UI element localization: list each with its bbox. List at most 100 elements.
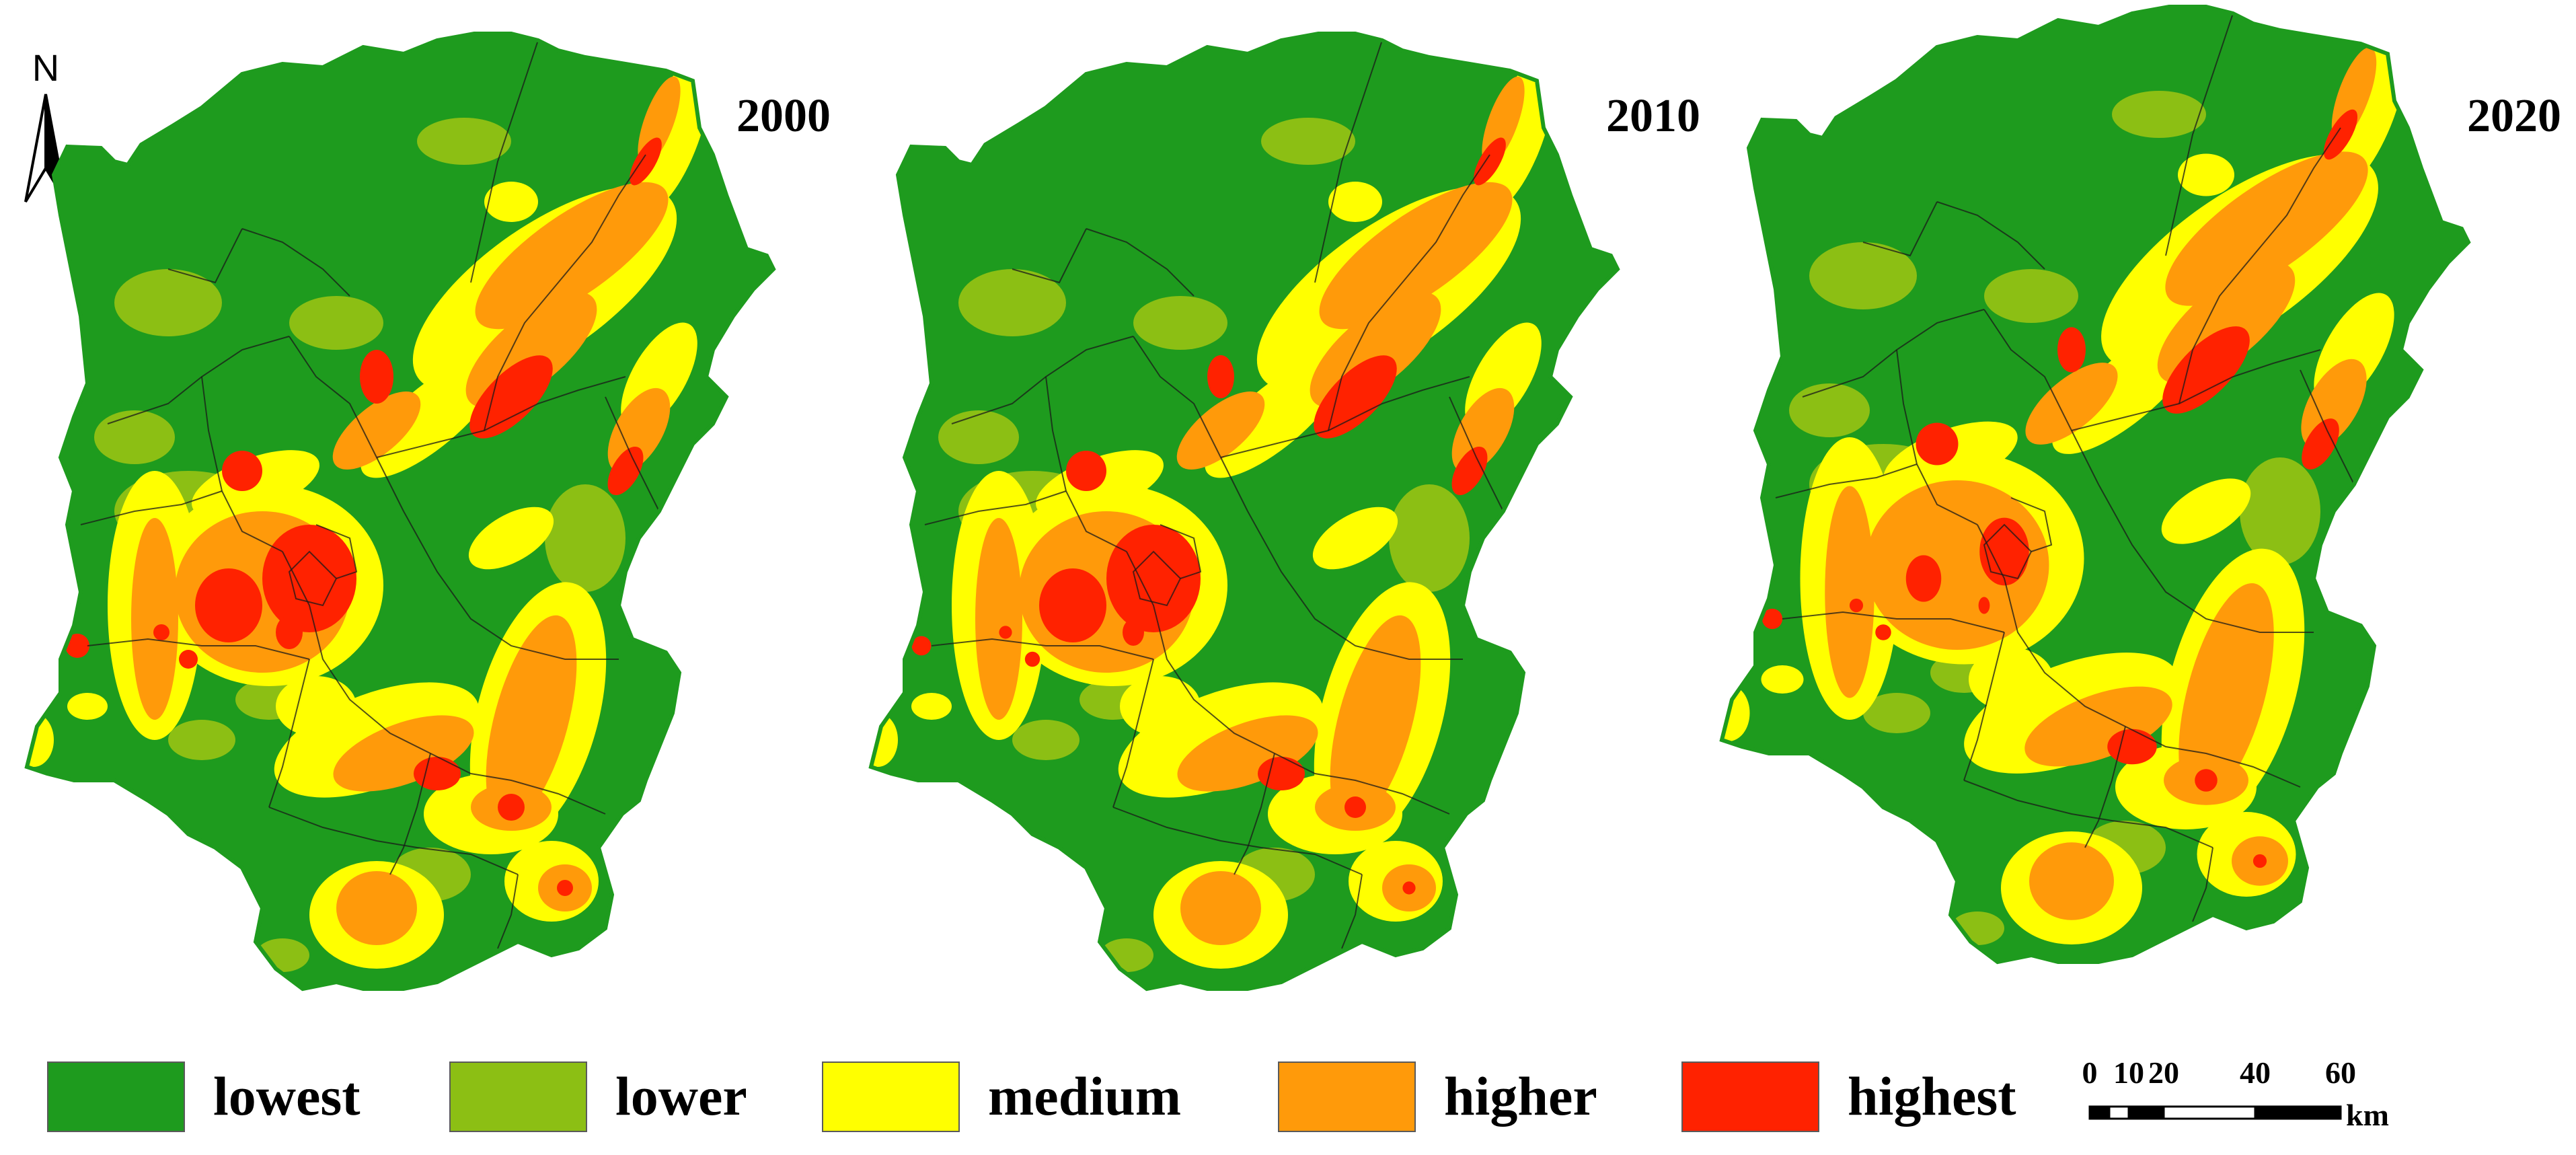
density-patch-lower <box>289 296 383 350</box>
density-patch-highest <box>414 757 461 790</box>
legend-label-lower: lower <box>615 1066 747 1127</box>
county-boundary-line <box>2010 497 2053 552</box>
density-patch-highest <box>1451 446 1488 496</box>
density-patch-higher <box>1451 387 1515 474</box>
county-boundary-line <box>2300 369 2355 485</box>
density-patch-higher <box>1330 615 1421 825</box>
density-patch-higher <box>336 871 417 945</box>
county-boundary-line <box>1247 511 1463 660</box>
density-patch-lower <box>1483 565 1523 646</box>
county-boundary-line <box>167 228 243 284</box>
density-patch-medium <box>468 507 554 570</box>
county-boundary-line <box>1314 40 1383 283</box>
density-patch-higher <box>1176 392 1265 470</box>
density-patch-higher <box>486 615 577 825</box>
county-boundary-line <box>1936 201 2045 270</box>
scale-unit: km <box>2346 1098 2389 1132</box>
county-boundary-line <box>1328 154 1490 431</box>
density-patch-medium <box>1761 665 1804 694</box>
density-patch-higher <box>2029 842 2114 920</box>
density-patch-highest <box>498 794 525 821</box>
density-patch-medium <box>1120 676 1201 737</box>
density-patch-highest <box>1314 355 1397 439</box>
county-boundary-line <box>1977 524 2126 727</box>
density-patch-medium <box>484 182 538 222</box>
density-patch-lower <box>114 269 222 336</box>
scale-tick-20: 20 <box>2148 1055 2179 1090</box>
scale-bar-segments <box>2088 1105 2342 1120</box>
scale-tick-60: 60 <box>2325 1055 2356 1090</box>
density-patch-highest <box>1761 608 1783 630</box>
county-boundary-line <box>2179 127 2341 404</box>
density-patch-higher <box>333 715 474 792</box>
scale-tick-10: 10 <box>2113 1055 2144 1090</box>
county-boundaries <box>80 40 660 949</box>
legend-swatch-highest <box>1681 1061 1819 1132</box>
density-patch-highest <box>2195 769 2218 792</box>
north-arrow-label: N <box>32 46 59 89</box>
year-label-2020: 2020 <box>2467 90 2561 142</box>
density-patch-lower <box>1863 693 1930 733</box>
county-boundary-line <box>1775 463 1918 498</box>
legend-label-medium: medium <box>988 1066 1181 1127</box>
density-patch-highest <box>2252 854 2267 868</box>
density-patch-highest <box>179 650 198 669</box>
county-boundary-line <box>241 228 350 297</box>
density-patch-highest <box>1474 137 1506 186</box>
density-patch-medium <box>1479 58 1554 211</box>
density-patch-higher <box>1177 715 1318 792</box>
county-boundary-line <box>268 659 310 808</box>
density-patch-highest <box>153 624 169 640</box>
county-boundary-line <box>430 753 606 815</box>
density-patch-highest <box>1875 624 1891 640</box>
density-patch-highest <box>1258 757 1305 790</box>
density-patch-lower <box>1012 720 1079 760</box>
year-label-2010: 2010 <box>1606 90 1700 142</box>
density-patch-highest <box>276 616 303 649</box>
county-boundary-line <box>1963 780 2213 848</box>
density-patch-higher <box>975 518 1022 720</box>
density-patch-higher <box>2025 363 2118 445</box>
density-patch-lower <box>417 118 511 165</box>
county-boundary-line <box>605 396 660 512</box>
legend-swatch-lower <box>449 1061 587 1132</box>
legend: lowest lower medium higher highest <box>47 1056 2024 1137</box>
county-boundary-line <box>1160 524 1202 579</box>
county-boundary-line <box>1220 376 1470 458</box>
county-boundary-line <box>1126 551 1275 754</box>
county-boundary-line <box>931 638 1154 660</box>
density-patch-medium <box>1969 647 2053 712</box>
density-patch-medium <box>635 58 710 211</box>
density-patch-lower <box>2240 457 2320 565</box>
county-boundary-line <box>2165 13 2234 256</box>
density-patch-higher <box>2179 583 2274 803</box>
north-arrow-left-half <box>24 94 47 203</box>
density-patch-lower <box>1984 269 2078 323</box>
legend-item-higher: higher <box>1278 1056 1597 1137</box>
density-patch-highest <box>1916 422 1959 465</box>
density-patch-higher <box>1319 182 1513 330</box>
density-patch-highest <box>1905 555 1942 602</box>
density-surface <box>27 58 710 972</box>
density-patch-highest <box>1849 598 1864 613</box>
density-patch-higher <box>131 518 178 720</box>
density-patch-highest <box>2162 326 2250 414</box>
density-patch-highest <box>65 634 89 658</box>
county-boundary-line <box>268 807 519 875</box>
density-patch-highest <box>1039 568 1106 642</box>
county-boundary-line <box>403 511 619 660</box>
year-label-2000: 2000 <box>736 90 831 142</box>
density-patch-medium <box>67 693 108 720</box>
legend-item-highest: highest <box>1681 1056 2016 1137</box>
county-boundary-line <box>1112 807 1363 875</box>
density-patch-highest <box>2323 109 2358 160</box>
density-patch-lower <box>639 565 679 646</box>
county-boundary-line <box>2098 484 2314 633</box>
density-patch-medium <box>911 693 952 720</box>
county-boundary-line <box>201 376 283 552</box>
county-boundary-line <box>80 490 223 525</box>
county-boundary-line <box>1274 753 1450 815</box>
density-patch-lower <box>2112 91 2206 138</box>
density-patch-lower <box>94 410 175 464</box>
county-boundary-line <box>288 550 338 607</box>
